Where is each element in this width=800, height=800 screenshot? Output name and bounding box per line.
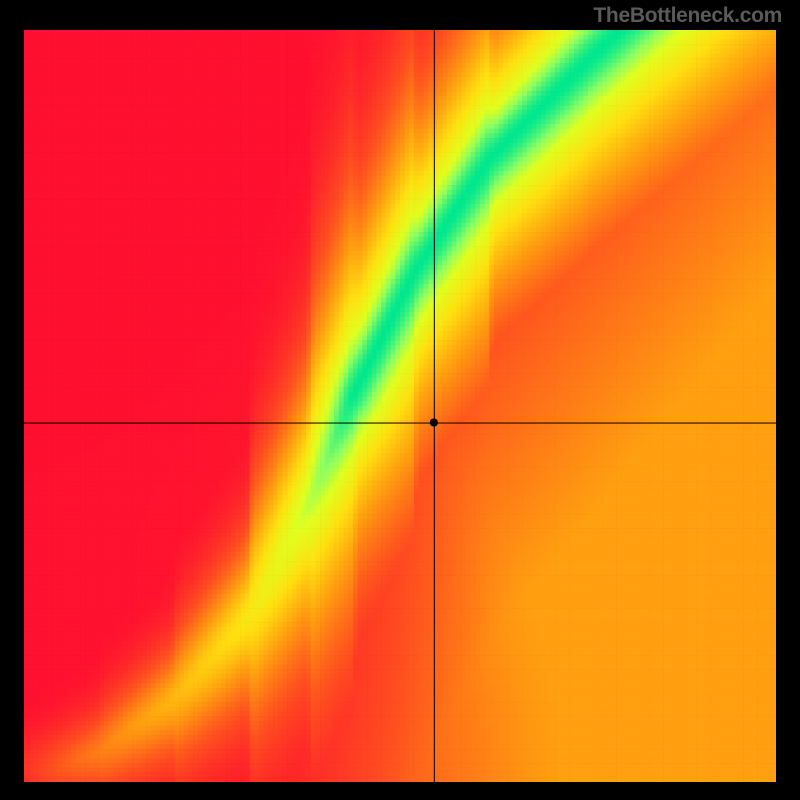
- bottleneck-heatmap: [24, 30, 776, 782]
- watermark-text: TheBottleneck.com: [593, 4, 782, 28]
